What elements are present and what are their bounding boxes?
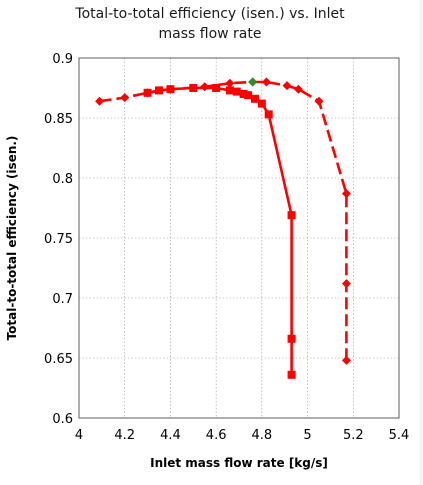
x-tick-labels: 4 4.2 4.4 4.6 4.8 5 5.2 5.4 <box>75 428 409 443</box>
series-2-point <box>165 84 175 94</box>
y-tick-label: 0.8 <box>52 172 73 187</box>
series-1-point <box>212 84 221 92</box>
y-tick-label: 0.75 <box>44 232 73 247</box>
x-tick-label: 5.4 <box>389 428 410 443</box>
series-2-line <box>99 80 348 361</box>
series-1-point <box>257 99 266 108</box>
series-1-point <box>189 84 198 92</box>
series-2-point <box>200 82 210 92</box>
y-tick-label: 0.6 <box>52 412 73 427</box>
y-tick-label: 0.9 <box>52 52 73 67</box>
series-2-point <box>293 84 303 94</box>
series-2-point <box>341 279 351 289</box>
y-tick-label: 0.65 <box>44 352 73 367</box>
series-1-point <box>244 91 253 100</box>
series-1-point <box>239 90 248 98</box>
grid <box>79 58 399 418</box>
chart-title-line-1: Total-to-total efficiency (isen.) vs. In… <box>74 6 345 22</box>
chart-title-line-2: mass flow rate <box>159 26 262 42</box>
series-1-point <box>264 110 273 119</box>
series-layer <box>99 80 348 375</box>
y-tick-labels: 0.6 0.65 0.7 0.75 0.8 0.85 0.9 <box>44 52 73 427</box>
y-axis-label: Total-to-total efficiency (isen.) <box>5 136 19 341</box>
series-2-point <box>120 93 130 103</box>
series-1-point <box>155 86 163 95</box>
series-2-point <box>314 96 324 106</box>
x-tick-label: 5 <box>303 428 311 443</box>
series-1-point <box>287 334 296 343</box>
series-1-point <box>232 87 241 96</box>
plot-frame <box>78 57 400 419</box>
x-tick-label: 4.4 <box>160 428 181 443</box>
series-2-point <box>341 189 351 199</box>
x-tick-label: 4.2 <box>114 428 135 443</box>
series-1-point <box>287 370 296 379</box>
marker-layer <box>95 77 351 379</box>
x-tick-label: 4.6 <box>206 428 227 443</box>
x-axis-label: Inlet mass flow rate [kg/s] <box>150 456 328 470</box>
series-1-point <box>225 86 234 95</box>
series-2-point <box>261 77 271 87</box>
series-2-point <box>143 88 153 98</box>
highlight-point <box>248 77 258 87</box>
y-tick-label: 0.85 <box>44 112 73 127</box>
series-2-point <box>341 355 351 365</box>
series-1-point <box>287 211 296 220</box>
series-1-point <box>251 94 259 103</box>
series-2-point <box>225 78 235 88</box>
series-1-line <box>147 86 293 375</box>
x-tick-label: 5.2 <box>343 428 364 443</box>
y-tick-label: 0.7 <box>52 292 73 307</box>
series-2-point <box>282 81 292 91</box>
x-tick-label: 4.8 <box>252 428 273 443</box>
series-2-point <box>95 96 105 106</box>
x-tick-label: 4 <box>75 428 83 443</box>
